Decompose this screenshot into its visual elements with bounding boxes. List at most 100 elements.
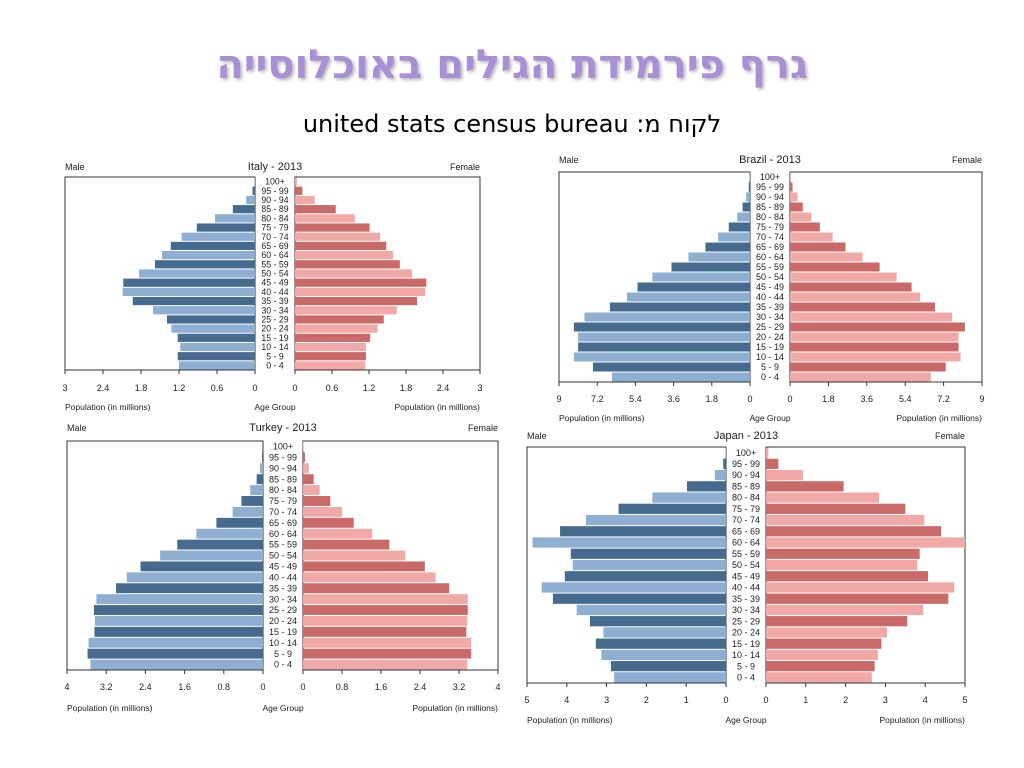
female-bar (303, 605, 468, 615)
age-group-label: 80 - 84 (261, 213, 288, 223)
female-bar (295, 269, 413, 278)
age-group-label: 90 - 94 (269, 463, 297, 473)
x-tick-label: 4 (923, 695, 928, 705)
age-group-label: 75 - 79 (732, 504, 760, 514)
age-group-label: 45 - 49 (732, 571, 760, 581)
age-group-label: 95 - 99 (732, 459, 760, 469)
male-bar (688, 252, 750, 262)
female-bar (766, 526, 942, 537)
male-bar (216, 517, 263, 528)
x-tick-label: 3.6 (667, 394, 680, 404)
female-bar (303, 496, 331, 506)
x-tick-label: 5 (524, 695, 529, 705)
age-group-label: 80 - 84 (756, 212, 784, 222)
x-tick-label: 7.2 (937, 394, 950, 404)
female-bar (303, 539, 390, 550)
age-group-label: 10 - 14 (261, 342, 288, 352)
female-bar (303, 648, 472, 659)
x-tick-label: 5 (962, 695, 967, 705)
age-group-label: 70 - 74 (261, 232, 288, 242)
female-bar (790, 332, 959, 342)
age-group-label: 0 - 4 (266, 360, 284, 370)
female-bar (766, 481, 844, 492)
age-group-label: 100+ (265, 177, 285, 187)
male-bar (256, 474, 263, 485)
male-bar (160, 550, 263, 561)
female-bar (303, 485, 320, 496)
female-bar (303, 626, 467, 637)
female-bar (303, 452, 305, 463)
age-group-label: 50 - 54 (756, 272, 784, 282)
male-bar (576, 604, 726, 616)
female-bar (303, 637, 472, 648)
female-bar (766, 638, 882, 649)
male-bar (532, 537, 726, 548)
age-group-label: 75 - 79 (261, 223, 288, 233)
x-tick-label: 2.4 (139, 682, 152, 692)
x-axis-label-center: Age Group (254, 402, 295, 412)
male-bar (578, 342, 750, 352)
age-group-label: 45 - 49 (269, 562, 297, 572)
male-bar (116, 583, 263, 594)
age-group-label: 75 - 79 (269, 496, 297, 506)
female-bar (766, 503, 906, 514)
female-bar (303, 572, 436, 583)
male-bar (260, 463, 263, 474)
female-bar (295, 186, 303, 195)
male-bar (746, 192, 750, 202)
age-group-label: 20 - 24 (732, 628, 760, 638)
female-label: Female (952, 155, 982, 165)
age-group-label: 35 - 39 (269, 583, 297, 593)
female-bar (766, 672, 872, 683)
male-label: Male (527, 431, 547, 441)
age-group-label: 10 - 14 (269, 638, 297, 648)
male-label: Male (67, 423, 87, 433)
age-group-label: 45 - 49 (261, 278, 288, 288)
female-bar (295, 214, 355, 223)
female-bar (295, 232, 381, 241)
female-bar (790, 212, 812, 222)
female-bar (766, 492, 880, 503)
x-tick-label: 1.8 (135, 383, 148, 393)
age-group-label: 40 - 44 (732, 583, 760, 593)
male-bar (241, 496, 263, 506)
age-group-label: 45 - 49 (756, 282, 784, 292)
male-bar (140, 561, 263, 572)
age-group-label: 85 - 89 (269, 474, 297, 484)
female-bar (790, 252, 863, 262)
female-bar (295, 177, 297, 186)
age-group-label: 90 - 94 (261, 195, 288, 205)
female-bar (790, 292, 921, 302)
female-bar (303, 463, 309, 474)
x-tick-label: 3 (62, 383, 67, 393)
male-bar (637, 282, 750, 292)
age-group-label: 85 - 89 (261, 204, 288, 214)
x-tick-label: 1.6 (178, 682, 191, 692)
age-group-label: 25 - 29 (756, 322, 784, 332)
x-tick-label: 1 (684, 695, 689, 705)
age-group-label: 55 - 59 (732, 549, 760, 559)
x-tick-label: 1.6 (375, 682, 388, 692)
age-group-label: 90 - 94 (732, 470, 760, 480)
male-bar (589, 616, 726, 627)
male-bar (177, 352, 255, 361)
x-axis-label-left: Population (in millions) (559, 413, 645, 423)
female-bar (295, 287, 426, 296)
age-group-label: 15 - 19 (756, 342, 784, 352)
male-bar (728, 222, 750, 232)
female-bar (790, 202, 803, 212)
female-bar (295, 296, 418, 306)
x-tick-label: 0 (763, 695, 768, 705)
age-group-label: 30 - 34 (756, 312, 784, 322)
age-group-label: 0 - 4 (737, 673, 755, 683)
male-bar (181, 232, 255, 241)
age-group-label: 20 - 24 (269, 616, 297, 626)
x-tick-label: 0.8 (218, 682, 231, 692)
female-bar (295, 324, 378, 333)
male-bar (96, 594, 264, 605)
male-bar (180, 342, 255, 352)
female-bar (303, 583, 450, 594)
x-tick-label: 0 (787, 394, 792, 404)
